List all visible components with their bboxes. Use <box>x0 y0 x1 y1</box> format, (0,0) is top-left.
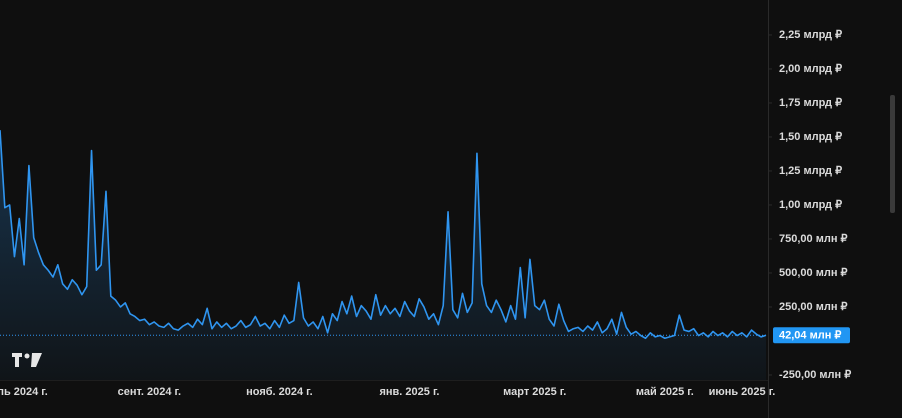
y-tick-label: -250,00 млн ₽ <box>779 369 851 381</box>
y-tick-label: 250,00 млн ₽ <box>779 301 848 313</box>
x-tick-label: июнь 2025 г. <box>709 386 776 398</box>
logo <box>12 353 42 367</box>
line <box>0 130 767 340</box>
y-tick-label: 1,50 млрд ₽ <box>779 131 842 143</box>
x-tick-label: сент. 2024 г. <box>118 386 181 398</box>
y-tick-label: 500,00 млн ₽ <box>779 267 848 279</box>
y-tick-label: 2,25 млрд ₽ <box>779 29 842 41</box>
y-tick-label: 1,00 млрд ₽ <box>779 199 842 211</box>
y-tick-label: 1,75 млрд ₽ <box>779 97 842 109</box>
y-tick-label: 2,00 млрд ₽ <box>779 63 842 75</box>
plot-area <box>0 130 768 380</box>
area <box>0 130 766 380</box>
scrollbar[interactable] <box>890 95 895 213</box>
x-tick-label: янв. 2025 г. <box>379 386 439 398</box>
x-tick-label: нояб. 2024 г. <box>246 386 313 398</box>
y-tick-label: 750,00 млн ₽ <box>779 233 848 245</box>
last-value-label: 42,04 млн ₽ <box>779 330 841 342</box>
x-tick-label: май 2025 г. <box>636 386 694 398</box>
x-tick-label: июль 2024 г. <box>0 386 48 398</box>
last-value-box <box>773 327 850 344</box>
x-tick-label: март 2025 г. <box>503 386 566 398</box>
y-tick-label: 1,25 млрд ₽ <box>779 165 842 177</box>
